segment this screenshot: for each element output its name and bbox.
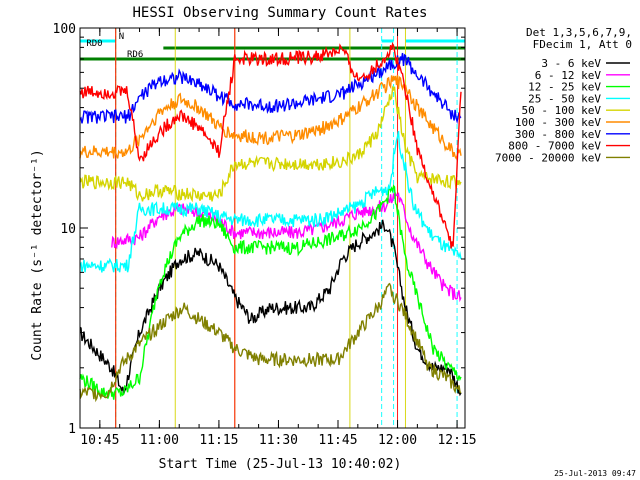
y-tick-label: 1 xyxy=(68,422,76,437)
legend-entry-label: 300 - 800 keV xyxy=(515,128,601,141)
state-bar-label-rd0: RD0 xyxy=(86,39,102,49)
x-tick-label: 11:30 xyxy=(259,433,298,448)
x-tick-label: 11:45 xyxy=(318,433,357,448)
plot-area xyxy=(80,28,465,428)
state-bar-label-n: N xyxy=(119,32,124,42)
chart-title: HESSI Observing Summary Count Rates xyxy=(132,5,427,21)
series-line xyxy=(79,184,462,400)
series-line xyxy=(79,41,462,249)
series-line xyxy=(79,219,462,397)
y-tick-label: 100 xyxy=(53,22,76,37)
series-layer xyxy=(79,41,462,403)
series-line xyxy=(79,85,462,203)
legend: Det 1,3,5,6,7,9,FDecim 1, Att 0 3 - 6 keV… xyxy=(495,26,632,164)
footer-timestamp: 25-Jul-2013 09:47 xyxy=(554,469,636,478)
legend-entry-label: 800 - 7000 keV xyxy=(508,140,601,153)
x-tick-label: 10:45 xyxy=(80,433,119,448)
x-axis-label: Start Time (25-Jul-13 10:40:02) xyxy=(159,457,402,472)
series-line xyxy=(79,130,462,273)
legend-header-line: FDecim 1, Att 0 xyxy=(533,38,632,51)
legend-entry-label: 7000 - 20000 keV xyxy=(495,151,601,164)
legend-entry-label: 3 - 6 keV xyxy=(541,57,601,70)
plot-layer xyxy=(80,28,465,428)
x-tick-label: 12:15 xyxy=(437,433,476,448)
series-line xyxy=(79,52,462,125)
legend-entry-label: 6 - 12 keV xyxy=(535,69,602,82)
legend-header-line: Det 1,3,5,6,7,9, xyxy=(526,26,632,39)
legend-entry-label: 12 - 25 keV xyxy=(528,81,601,94)
state-bar-label-rd6: RD6 xyxy=(127,50,143,60)
legend-entry-label: 50 - 100 keV xyxy=(522,104,602,117)
axes-layer: 10:45 11:00 11:15 11:30 11:45 12:00 12:15 1 10 10… xyxy=(53,22,477,448)
legend-entry-label: 25 - 50 keV xyxy=(528,92,601,105)
series-line xyxy=(79,74,462,160)
legend-entry-label: 100 - 300 keV xyxy=(515,116,601,129)
y-axis-label: Count Rate (s⁻¹ detector⁻¹) xyxy=(30,149,45,360)
y-tick-label: 10 xyxy=(60,222,76,237)
x-tick-label: 11:15 xyxy=(199,433,238,448)
series-line xyxy=(79,282,462,403)
x-tick-label: 11:00 xyxy=(140,433,179,448)
x-tick-label: 12:00 xyxy=(378,433,417,448)
